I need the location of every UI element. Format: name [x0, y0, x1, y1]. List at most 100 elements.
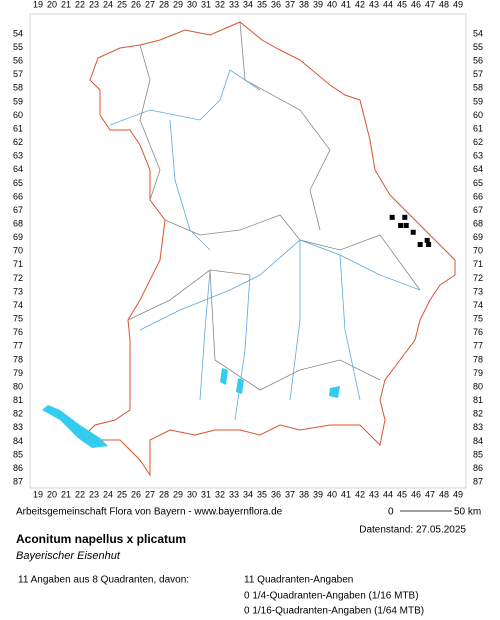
- x-label: 30: [187, 489, 197, 499]
- y-label: 60: [13, 110, 23, 120]
- x-label: 31: [201, 0, 211, 9]
- y-label: 85: [13, 449, 23, 459]
- y-label: 83: [13, 422, 23, 432]
- record-marker: [398, 222, 404, 228]
- y-label: 76: [473, 327, 483, 337]
- y-label: 64: [13, 164, 23, 174]
- x-label: 21: [61, 489, 71, 499]
- x-label: 20: [47, 0, 57, 9]
- x-label: 21: [61, 0, 71, 9]
- x-label: 28: [159, 489, 169, 499]
- y-label: 61: [473, 123, 483, 133]
- x-label: 39: [313, 489, 323, 499]
- x-label: 37: [285, 489, 295, 499]
- record-marker: [389, 214, 395, 220]
- scale-end: 50 km: [454, 507, 481, 518]
- source: Arbeitsgemeinschaft Flora von Bayern - w…: [16, 507, 283, 518]
- detail: 0 1/4-Quadranten-Angaben (1/16 MTB): [244, 591, 419, 602]
- y-label: 64: [473, 164, 483, 174]
- x-label: 33: [229, 0, 239, 9]
- detail: 0 1/16-Quadranten-Angaben (1/64 MTB): [244, 606, 424, 617]
- x-label: 26: [131, 489, 141, 499]
- y-label: 73: [473, 286, 483, 296]
- y-label: 75: [13, 314, 23, 324]
- x-label: 48: [439, 0, 449, 9]
- x-label: 23: [89, 0, 99, 9]
- x-label: 31: [201, 489, 211, 499]
- y-label: 61: [13, 123, 23, 133]
- record-marker: [403, 222, 409, 228]
- y-label: 55: [473, 42, 483, 52]
- rivers: [109, 69, 421, 421]
- x-label: 37: [285, 0, 295, 9]
- y-label: 78: [13, 354, 23, 364]
- y-label: 83: [473, 422, 483, 432]
- x-label: 30: [187, 0, 197, 9]
- x-label: 45: [397, 0, 407, 9]
- y-label: 68: [13, 218, 23, 228]
- y-label: 70: [13, 246, 23, 256]
- y-label: 66: [13, 191, 23, 201]
- y-label: 65: [473, 178, 483, 188]
- y-label: 74: [13, 300, 23, 310]
- x-label: 44: [383, 489, 393, 499]
- district-borders: [127, 21, 421, 391]
- y-label: 77: [473, 341, 483, 351]
- x-label: 19: [33, 489, 43, 499]
- x-label: 32: [215, 0, 225, 9]
- y-label: 71: [13, 259, 23, 269]
- x-label: 20: [47, 489, 57, 499]
- x-label: 23: [89, 489, 99, 499]
- title: Aconitum napellus x plicatum: [16, 532, 186, 546]
- y-label: 80: [473, 381, 483, 391]
- x-label: 46: [411, 489, 421, 499]
- x-label: 36: [271, 489, 281, 499]
- record-marker: [424, 237, 430, 243]
- y-label: 56: [473, 56, 483, 66]
- y-label: 73: [13, 286, 23, 296]
- y-label: 75: [473, 314, 483, 324]
- bavaria-border: [84, 21, 456, 477]
- x-label: 45: [397, 489, 407, 499]
- x-label: 42: [355, 489, 365, 499]
- y-label: 54: [473, 28, 483, 38]
- y-label: 70: [473, 246, 483, 256]
- frame: [29, 13, 467, 489]
- x-label: 46: [411, 0, 421, 9]
- y-label: 54: [13, 28, 23, 38]
- y-label: 58: [473, 83, 483, 93]
- y-label: 79: [13, 368, 23, 378]
- y-label: 82: [13, 409, 23, 419]
- x-label: 35: [257, 489, 267, 499]
- y-label: 62: [473, 137, 483, 147]
- x-label: 42: [355, 0, 365, 9]
- x-label: 43: [369, 489, 379, 499]
- x-label: 40: [327, 0, 337, 9]
- y-label: 71: [473, 259, 483, 269]
- y-label: 58: [13, 83, 23, 93]
- y-label: 57: [13, 69, 23, 79]
- subtitle: Bayerischer Eisenhut: [16, 550, 121, 562]
- y-label: 72: [473, 273, 483, 283]
- y-label: 81: [13, 395, 23, 405]
- x-label: 29: [173, 0, 183, 9]
- x-label: 34: [243, 0, 253, 9]
- x-label: 47: [425, 0, 435, 9]
- y-label: 59: [473, 96, 483, 106]
- y-label: 78: [473, 354, 483, 364]
- y-label: 62: [13, 137, 23, 147]
- x-label: 26: [131, 0, 141, 9]
- detail: 11 Quadranten-Angaben: [244, 575, 353, 586]
- y-label: 67: [473, 205, 483, 215]
- x-label: 25: [117, 489, 127, 499]
- y-label: 65: [13, 178, 23, 188]
- y-label: 81: [473, 395, 483, 405]
- record-marker: [410, 229, 416, 235]
- x-label: 33: [229, 489, 239, 499]
- x-label: 49: [453, 0, 463, 9]
- y-label: 74: [473, 300, 483, 310]
- x-label: 29: [173, 489, 183, 499]
- x-label: 41: [341, 489, 351, 499]
- x-label: 27: [145, 0, 155, 9]
